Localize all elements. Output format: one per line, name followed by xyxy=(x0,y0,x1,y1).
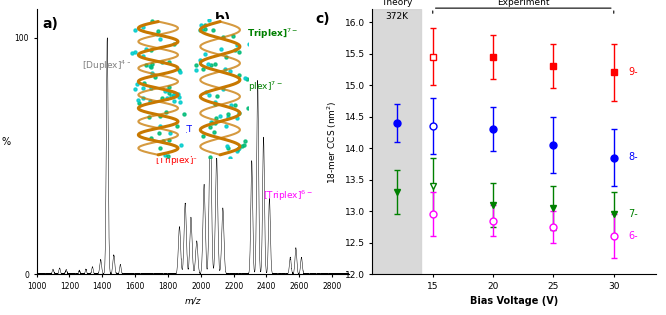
Text: 6-: 6- xyxy=(628,231,638,241)
Text: [Triplex]$^{6-}$: [Triplex]$^{6-}$ xyxy=(263,189,313,203)
Text: 372K: 372K xyxy=(385,12,408,21)
Bar xyxy=(372,9,421,274)
Y-axis label: %: % xyxy=(1,137,11,147)
Text: [Triplex]$^{7-}$: [Triplex]$^{7-}$ xyxy=(233,80,283,94)
X-axis label: m/z: m/z xyxy=(184,296,201,305)
Text: [Triplex]$^{8-}$: [Triplex]$^{8-}$ xyxy=(182,123,232,137)
X-axis label: Bias Voltage (V): Bias Voltage (V) xyxy=(470,296,558,306)
Text: Experiment: Experiment xyxy=(497,0,549,7)
Text: 8-: 8- xyxy=(628,152,638,163)
Text: c): c) xyxy=(316,12,330,26)
Text: [Triplex]$^{9-}$: [Triplex]$^{9-}$ xyxy=(155,153,204,168)
Text: [Triplex]$^{7-}$: [Triplex]$^{7-}$ xyxy=(243,27,298,41)
Text: Theory: Theory xyxy=(381,0,412,7)
Y-axis label: 18-mer CCS (nm$^{2}$): 18-mer CCS (nm$^{2}$) xyxy=(326,100,339,184)
Text: a): a) xyxy=(43,17,59,32)
Text: b): b) xyxy=(214,12,230,26)
Text: 7-: 7- xyxy=(628,209,638,219)
Text: 9-: 9- xyxy=(628,67,638,77)
Text: [Duplex]$^{4-}$: [Duplex]$^{4-}$ xyxy=(82,59,133,73)
